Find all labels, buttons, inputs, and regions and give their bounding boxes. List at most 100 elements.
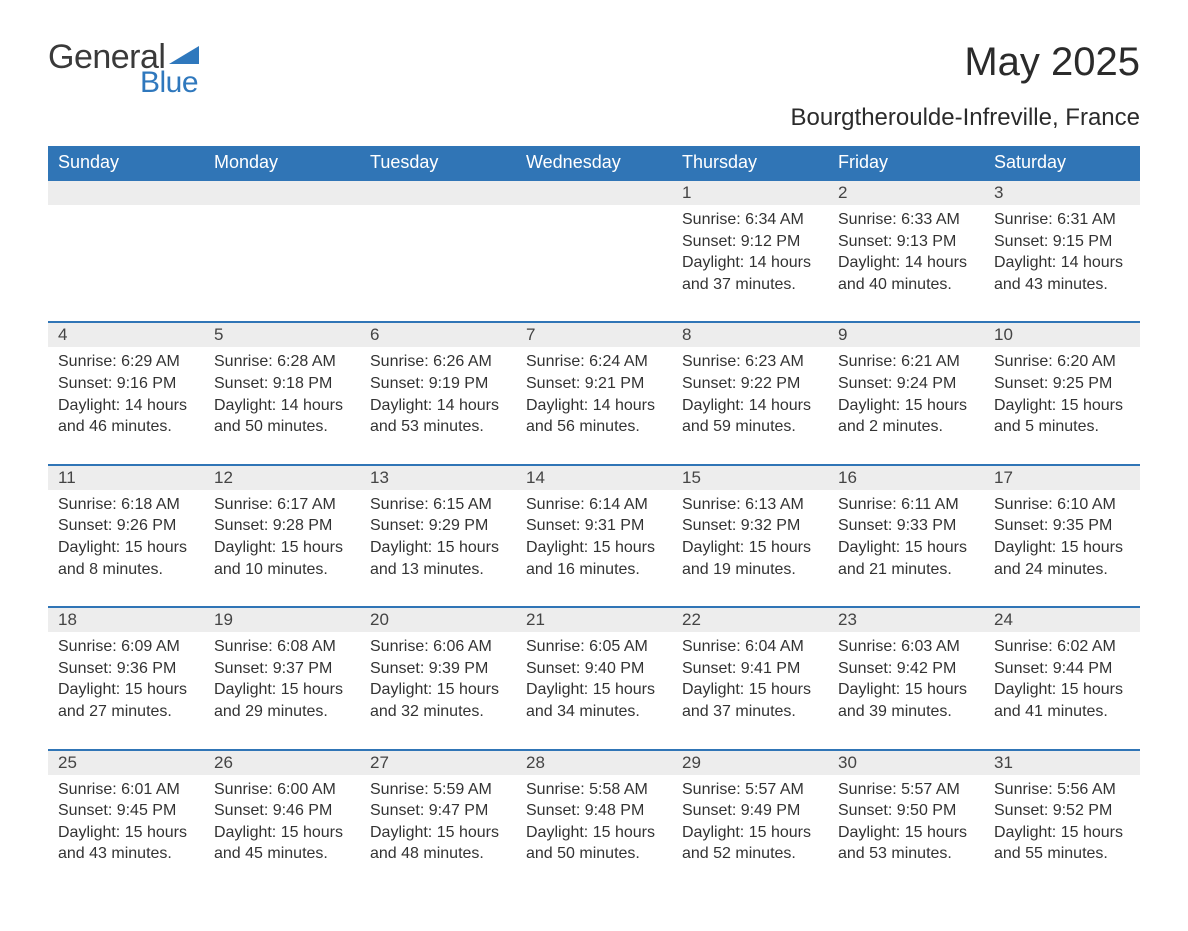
calendar-day-cell: 29Sunrise: 5:57 AMSunset: 9:49 PMDayligh… [672,750,828,891]
calendar-day-cell: 14Sunrise: 6:14 AMSunset: 9:31 PMDayligh… [516,465,672,607]
day-details: Sunrise: 6:21 AMSunset: 9:24 PMDaylight:… [828,347,984,463]
sunrise-line: Sunrise: 6:28 AM [214,351,350,373]
day-details: Sunrise: 6:18 AMSunset: 9:26 PMDaylight:… [48,490,204,606]
sunset-line: Sunset: 9:21 PM [526,373,662,395]
daylight-line: Daylight: 15 hours and 16 minutes. [526,537,662,580]
calendar-day-cell: 26Sunrise: 6:00 AMSunset: 9:46 PMDayligh… [204,750,360,891]
calendar-day-cell: 6Sunrise: 6:26 AMSunset: 9:19 PMDaylight… [360,322,516,464]
title-block: May 2025 [964,40,1140,85]
sunrise-line: Sunrise: 6:11 AM [838,494,974,516]
calendar-week-row: 4Sunrise: 6:29 AMSunset: 9:16 PMDaylight… [48,322,1140,464]
day-details: Sunrise: 6:24 AMSunset: 9:21 PMDaylight:… [516,347,672,463]
sunset-line: Sunset: 9:48 PM [526,800,662,822]
daylight-line: Daylight: 14 hours and 50 minutes. [214,395,350,438]
calendar-day-cell: 15Sunrise: 6:13 AMSunset: 9:32 PMDayligh… [672,465,828,607]
sunrise-line: Sunrise: 6:24 AM [526,351,662,373]
day-details: Sunrise: 6:20 AMSunset: 9:25 PMDaylight:… [984,347,1140,463]
day-number: 2 [828,181,984,205]
sunrise-line: Sunrise: 6:23 AM [682,351,818,373]
calendar-day-cell: 8Sunrise: 6:23 AMSunset: 9:22 PMDaylight… [672,322,828,464]
daylight-line: Daylight: 15 hours and 52 minutes. [682,822,818,865]
daylight-line: Daylight: 15 hours and 41 minutes. [994,679,1130,722]
sunrise-line: Sunrise: 6:02 AM [994,636,1130,658]
sunrise-line: Sunrise: 6:15 AM [370,494,506,516]
sunrise-line: Sunrise: 6:18 AM [58,494,194,516]
weekday-header-row: SundayMondayTuesdayWednesdayThursdayFrid… [48,146,1140,180]
daylight-line: Daylight: 15 hours and 27 minutes. [58,679,194,722]
sunset-line: Sunset: 9:45 PM [58,800,194,822]
daylight-line: Daylight: 14 hours and 59 minutes. [682,395,818,438]
day-details: Sunrise: 6:10 AMSunset: 9:35 PMDaylight:… [984,490,1140,606]
calendar-day-cell: 20Sunrise: 6:06 AMSunset: 9:39 PMDayligh… [360,607,516,749]
sunset-line: Sunset: 9:19 PM [370,373,506,395]
day-details [48,205,204,295]
weekday-header: Thursday [672,146,828,180]
daylight-line: Daylight: 15 hours and 29 minutes. [214,679,350,722]
calendar-day-cell: 11Sunrise: 6:18 AMSunset: 9:26 PMDayligh… [48,465,204,607]
calendar-day-cell: 30Sunrise: 5:57 AMSunset: 9:50 PMDayligh… [828,750,984,891]
daylight-line: Daylight: 15 hours and 45 minutes. [214,822,350,865]
day-details: Sunrise: 6:33 AMSunset: 9:13 PMDaylight:… [828,205,984,321]
sunrise-line: Sunrise: 6:14 AM [526,494,662,516]
sunset-line: Sunset: 9:26 PM [58,515,194,537]
sunrise-line: Sunrise: 6:03 AM [838,636,974,658]
calendar-day-cell: 24Sunrise: 6:02 AMSunset: 9:44 PMDayligh… [984,607,1140,749]
sunset-line: Sunset: 9:32 PM [682,515,818,537]
sunset-line: Sunset: 9:18 PM [214,373,350,395]
day-details: Sunrise: 6:09 AMSunset: 9:36 PMDaylight:… [48,632,204,748]
daylight-line: Daylight: 15 hours and 50 minutes. [526,822,662,865]
calendar-day-cell: 4Sunrise: 6:29 AMSunset: 9:16 PMDaylight… [48,322,204,464]
weekday-header: Monday [204,146,360,180]
logo-text-blue: Blue [140,68,199,98]
calendar-week-row: 1Sunrise: 6:34 AMSunset: 9:12 PMDaylight… [48,180,1140,322]
calendar-day-cell: 21Sunrise: 6:05 AMSunset: 9:40 PMDayligh… [516,607,672,749]
calendar-empty-cell [204,180,360,322]
sunrise-line: Sunrise: 5:58 AM [526,779,662,801]
daylight-line: Daylight: 15 hours and 13 minutes. [370,537,506,580]
day-number: 16 [828,466,984,490]
sunset-line: Sunset: 9:12 PM [682,231,818,253]
daylight-line: Daylight: 15 hours and 8 minutes. [58,537,194,580]
calendar-empty-cell [360,180,516,322]
calendar-day-cell: 28Sunrise: 5:58 AMSunset: 9:48 PMDayligh… [516,750,672,891]
calendar-day-cell: 18Sunrise: 6:09 AMSunset: 9:36 PMDayligh… [48,607,204,749]
day-number: 30 [828,751,984,775]
daylight-line: Daylight: 14 hours and 56 minutes. [526,395,662,438]
day-number: 21 [516,608,672,632]
sunset-line: Sunset: 9:16 PM [58,373,194,395]
calendar-day-cell: 31Sunrise: 5:56 AMSunset: 9:52 PMDayligh… [984,750,1140,891]
day-number: 22 [672,608,828,632]
day-details: Sunrise: 6:11 AMSunset: 9:33 PMDaylight:… [828,490,984,606]
sunrise-line: Sunrise: 5:57 AM [838,779,974,801]
sunset-line: Sunset: 9:42 PM [838,658,974,680]
day-details: Sunrise: 6:13 AMSunset: 9:32 PMDaylight:… [672,490,828,606]
day-details: Sunrise: 6:00 AMSunset: 9:46 PMDaylight:… [204,775,360,891]
location-subtitle: Bourgtheroulde-Infreville, France [48,104,1140,132]
calendar-day-cell: 22Sunrise: 6:04 AMSunset: 9:41 PMDayligh… [672,607,828,749]
calendar-day-cell: 2Sunrise: 6:33 AMSunset: 9:13 PMDaylight… [828,180,984,322]
sunset-line: Sunset: 9:28 PM [214,515,350,537]
day-details: Sunrise: 5:57 AMSunset: 9:50 PMDaylight:… [828,775,984,891]
day-number [516,181,672,205]
sunrise-line: Sunrise: 6:04 AM [682,636,818,658]
sunrise-line: Sunrise: 6:00 AM [214,779,350,801]
sunset-line: Sunset: 9:13 PM [838,231,974,253]
sunrise-line: Sunrise: 5:57 AM [682,779,818,801]
sunset-line: Sunset: 9:29 PM [370,515,506,537]
sunset-line: Sunset: 9:37 PM [214,658,350,680]
daylight-line: Daylight: 15 hours and 48 minutes. [370,822,506,865]
sunset-line: Sunset: 9:52 PM [994,800,1130,822]
sunrise-line: Sunrise: 6:29 AM [58,351,194,373]
sunrise-line: Sunrise: 6:31 AM [994,209,1130,231]
daylight-line: Daylight: 15 hours and 5 minutes. [994,395,1130,438]
calendar-day-cell: 16Sunrise: 6:11 AMSunset: 9:33 PMDayligh… [828,465,984,607]
calendar-week-row: 25Sunrise: 6:01 AMSunset: 9:45 PMDayligh… [48,750,1140,891]
sunrise-line: Sunrise: 6:20 AM [994,351,1130,373]
daylight-line: Daylight: 15 hours and 2 minutes. [838,395,974,438]
day-details: Sunrise: 6:14 AMSunset: 9:31 PMDaylight:… [516,490,672,606]
day-number: 10 [984,323,1140,347]
day-number: 11 [48,466,204,490]
calendar-day-cell: 19Sunrise: 6:08 AMSunset: 9:37 PMDayligh… [204,607,360,749]
day-details [360,205,516,295]
page-title: May 2025 [964,40,1140,85]
